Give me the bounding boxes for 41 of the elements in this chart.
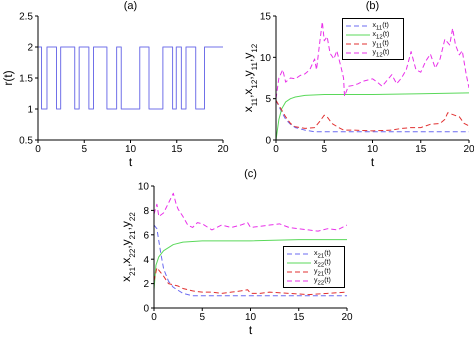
line-series xyxy=(154,192,347,232)
y-tick-label: 5 xyxy=(265,94,272,106)
line-series xyxy=(154,267,347,296)
x-tick-label: 15 xyxy=(293,312,305,324)
x-tick-label: 0 xyxy=(273,144,280,156)
x-tick-label: 15 xyxy=(171,144,183,156)
y-tick-label: 0 xyxy=(143,304,150,315)
y-tick-label: 2 xyxy=(143,279,150,290)
x-tick-label: 0 xyxy=(35,144,42,156)
x-tick-label: 20 xyxy=(217,144,229,156)
y-tick-label: 8 xyxy=(143,206,150,217)
x-tick-label: 10 xyxy=(366,144,378,156)
y-tick-label: 2 xyxy=(27,42,34,54)
x-tick-label: 10 xyxy=(244,312,256,324)
y-tick-label: 6 xyxy=(143,230,150,242)
y-tick-label: 2.5 xyxy=(19,12,34,23)
y-tick-label: 0.5 xyxy=(19,136,34,147)
x-tick-label: 5 xyxy=(321,144,328,156)
chart-title: (a) xyxy=(122,0,138,12)
y-tick-label: 10 xyxy=(138,182,150,193)
y-axis-title: r(t) xyxy=(1,70,15,86)
x-tick-label: 5 xyxy=(199,312,206,324)
line-series xyxy=(276,21,469,100)
line-series xyxy=(154,224,347,296)
x-tick-label: 10 xyxy=(124,144,136,156)
chart-title: (b) xyxy=(364,0,380,12)
y-tick-label: 1 xyxy=(27,104,34,116)
y-tick-label: 0 xyxy=(265,136,272,147)
chart-title: (c) xyxy=(243,168,258,180)
x-axis-title: t xyxy=(128,155,133,169)
x-tick-label: 20 xyxy=(341,312,353,324)
x-tick-label: 15 xyxy=(415,144,427,156)
x-tick-label: 5 xyxy=(81,144,88,156)
x-tick-label: 0 xyxy=(151,312,158,324)
x-axis-title: t xyxy=(370,155,375,169)
y-tick-label: 4 xyxy=(143,254,150,266)
x-tick-label: 20 xyxy=(463,144,474,156)
x-axis-title: t xyxy=(248,323,253,337)
y-tick-label: 15 xyxy=(260,12,272,23)
y-tick-label: 1.5 xyxy=(19,74,34,85)
y-tick-label: 10 xyxy=(260,52,272,64)
